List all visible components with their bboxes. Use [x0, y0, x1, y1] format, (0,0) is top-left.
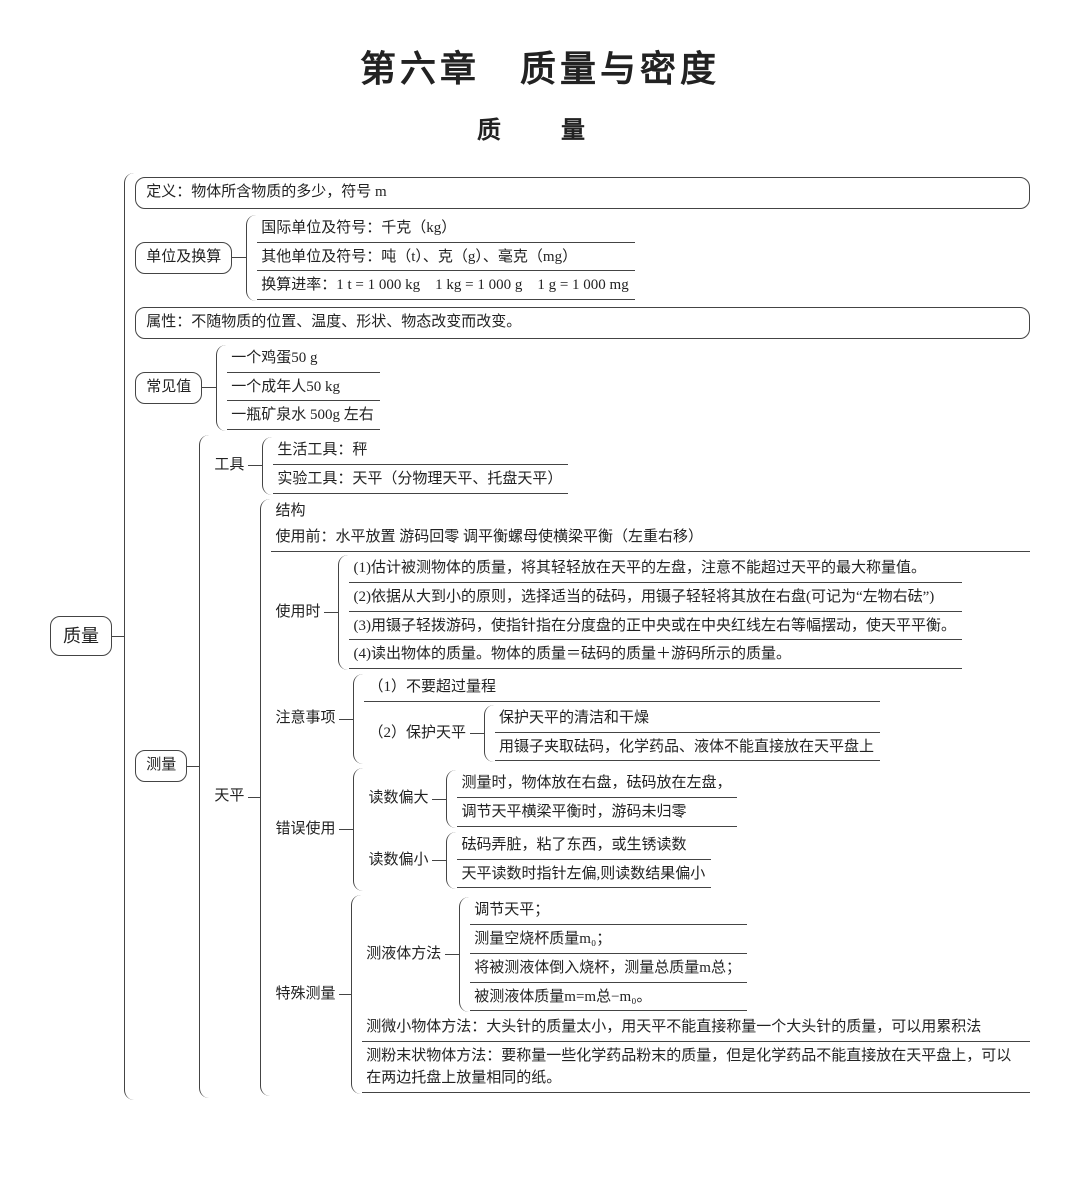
leaf-balance-before: 使用前：水平放置 游码回零 调平衡螺母使横梁平衡（左重右移） [271, 525, 1030, 552]
node-units: 单位及换算 [135, 242, 232, 274]
leaf-unit-others: 其他单位及符号：吨（t）、克（g）、毫克（mg） [257, 245, 634, 272]
node-error: 错误使用 [271, 817, 339, 843]
root-node: 质量 [50, 616, 112, 656]
node-error-small: 读数偏小 [364, 848, 432, 874]
leaf-during-3: (3)用镊子轻拨游码，使指针指在分度盘的正中央或在中央红线左右等幅摆动，使天平平… [349, 614, 962, 641]
leaf-protect-2: 用镊子夹取砝码，化学药品、液体不能直接放在天平盘上 [495, 735, 880, 762]
node-tools: 工具 [210, 453, 248, 479]
section-title: 质 量 [50, 110, 1030, 145]
leaf-tiny-method: 测微小物体方法：大头针的质量太小，用天平不能直接称量一个大头针的质量，可以用累积… [362, 1015, 1030, 1042]
leaf-unit-intl: 国际单位及符号：千克（kg） [257, 216, 634, 243]
leaf-errsmall-1: 砝码弄脏，粘了东西，或生锈读数 [457, 833, 711, 860]
node-during: 使用时 [271, 600, 324, 626]
concept-tree: 质量 定义：物体所含物质的多少，符号 m 单位及换算 国际单位及符号：千克（kg… [50, 173, 1030, 1100]
leaf-caution-1: （1）不要超过量程 [364, 675, 880, 702]
leaf-balance-structure: 结构 [271, 499, 1030, 525]
leaf-liquid-2: 测量空烧杯质量m₀； [470, 927, 747, 954]
leaf-unit-rate: 换算进率：1 t = 1 000 kg 1 kg = 1 000 g 1 g =… [257, 273, 634, 300]
leaf-liquid-1: 调节天平； [470, 898, 747, 925]
leaf-errbig-1: 测量时，物体放在右盘，砝码放在左盘， [457, 771, 737, 798]
node-liquid: 测液体方法 [362, 942, 445, 968]
chapter-title: 第六章 质量与密度 [50, 40, 1030, 92]
leaf-common-adult: 一个成年人50 kg [227, 375, 380, 402]
leaf-protect-1: 保护天平的清洁和干燥 [495, 706, 880, 733]
node-measure: 测量 [135, 750, 187, 782]
leaf-liquid-3: 将被测液体倒入烧杯，测量总质量m总； [470, 956, 747, 983]
leaf-tool-lab: 实验工具：天平（分物理天平、托盘天平） [273, 467, 568, 494]
leaf-common-egg: 一个鸡蛋50 g [227, 346, 380, 373]
node-error-big: 读数偏大 [364, 786, 432, 812]
leaf-common-water: 一瓶矿泉水 500g 左右 [227, 403, 380, 430]
leaf-powder-method: 测粉末状物体方法：要称量一些化学药品粉末的质量，但是化学药品不能直接放在天平盘上… [362, 1044, 1030, 1093]
node-attribute: 属性：不随物质的位置、温度、形状、物态改变而改变。 [135, 307, 1030, 339]
leaf-during-2: (2)依据从大到小的原则，选择适当的砝码，用镊子轻轻将其放在右盘(可记为“左物右… [349, 585, 962, 612]
leaf-during-1: (1)估计被测物体的质量，将其轻轻放在天平的左盘，注意不能超过天平的最大称量值。 [349, 556, 962, 583]
leaf-errsmall-2: 天平读数时指针左偏,则读数结果偏小 [457, 862, 711, 889]
node-caution: 注意事项 [271, 706, 339, 732]
node-definition: 定义：物体所含物质的多少，符号 m [135, 177, 1030, 209]
node-common: 常见值 [135, 372, 202, 404]
node-special: 特殊测量 [271, 982, 339, 1008]
node-protect: （2）保护天平 [364, 721, 470, 747]
leaf-liquid-4: 被测液体质量m=m总−m₀。 [470, 985, 747, 1012]
leaf-errbig-2: 调节天平横梁平衡时，游码未归零 [457, 800, 737, 827]
leaf-tool-life: 生活工具：秤 [273, 438, 568, 465]
node-balance: 天平 [210, 784, 248, 810]
leaf-during-4: (4)读出物体的质量。物体的质量＝砝码的质量＋游码所示的质量。 [349, 642, 962, 669]
